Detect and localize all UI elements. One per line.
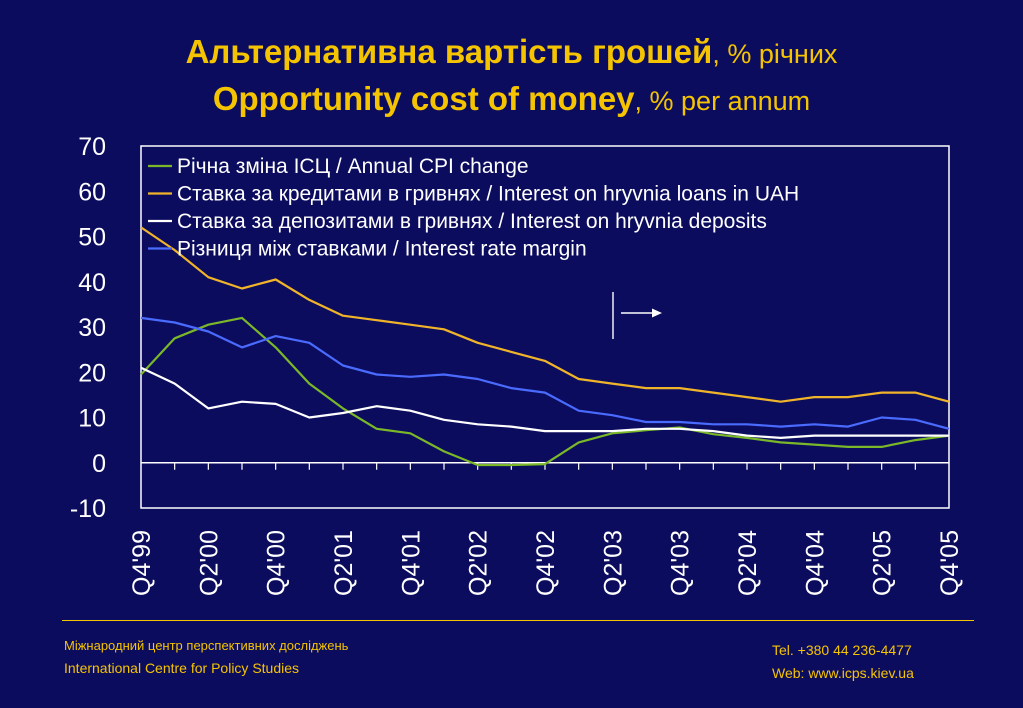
y-tick-label: -10 xyxy=(70,495,106,523)
chart-title-ua-unit: , % річних xyxy=(712,39,838,69)
series-line xyxy=(140,316,950,467)
footer-org-en: International Centre for Policy Studies xyxy=(64,660,300,676)
y-tick-label: 10 xyxy=(78,405,106,433)
x-tick-label: Q2'04 xyxy=(734,530,762,596)
y-tick-label: 60 xyxy=(78,178,106,206)
annotation-arrow-head xyxy=(652,308,662,318)
footer-telephone: Tel. +380 44 236-4477 xyxy=(772,642,912,658)
chart-title-en: Opportunity cost of money, % per annum xyxy=(0,82,1023,115)
y-tick-label: 30 xyxy=(78,314,106,342)
footer-org-ua: Міжнародний центр перспективних дослідже… xyxy=(64,638,349,653)
chart-title-ua: Альтернативна вартість грошей, % річних xyxy=(0,35,1023,68)
legend-label: Ставка за депозитами в гривнях / Interes… xyxy=(177,210,767,233)
x-tick-label: Q4'02 xyxy=(532,530,560,596)
series-line xyxy=(140,226,950,403)
y-tick-label: 20 xyxy=(78,359,106,387)
footer-web[interactable]: Web: www.icps.kiev.ua xyxy=(772,665,914,681)
x-tick-label: Q2'00 xyxy=(195,530,223,596)
legend-label: Річна зміна ІСЦ / Annual CPI change xyxy=(177,155,529,178)
y-tick-label: 0 xyxy=(92,450,106,478)
chart-title-ua-main: Альтернативна вартість грошей xyxy=(185,33,713,70)
legend-label: Ставка за кредитами в гривнях / Interest… xyxy=(177,183,799,206)
x-tick-label: Q4'00 xyxy=(263,530,291,596)
x-tick-label: Q4'99 xyxy=(128,530,156,596)
x-tick-label: Q2'02 xyxy=(465,530,493,596)
x-tick-label: Q4'04 xyxy=(801,530,829,596)
footer-divider xyxy=(62,620,974,621)
x-tick-label: Q2'03 xyxy=(599,530,627,596)
y-tick-label: 70 xyxy=(78,133,106,161)
x-tick-label: Q4'03 xyxy=(667,530,695,596)
y-tick-label: 50 xyxy=(78,224,106,252)
plot-area-frame xyxy=(140,145,950,509)
x-tick-label: Q4'01 xyxy=(397,530,425,596)
line-chart: 70 60 50 40 30 20 10 0 -10 Q4'99 Q2'00 Q4'00 Q2'01 Q4… xyxy=(70,133,964,596)
series-line xyxy=(140,316,950,430)
legend-label: Різниця між ставками / Interest rate mar… xyxy=(177,238,587,261)
x-tick-label: Q2'05 xyxy=(869,530,897,596)
x-tick-label: Q4'05 xyxy=(936,530,964,596)
chart-title-en-unit: , % per annum xyxy=(634,86,811,116)
y-tick-label: 40 xyxy=(78,269,106,297)
chart-title-en-main: Opportunity cost of money xyxy=(212,80,635,117)
x-tick-label: Q2'01 xyxy=(330,530,358,596)
series-line xyxy=(140,366,949,439)
